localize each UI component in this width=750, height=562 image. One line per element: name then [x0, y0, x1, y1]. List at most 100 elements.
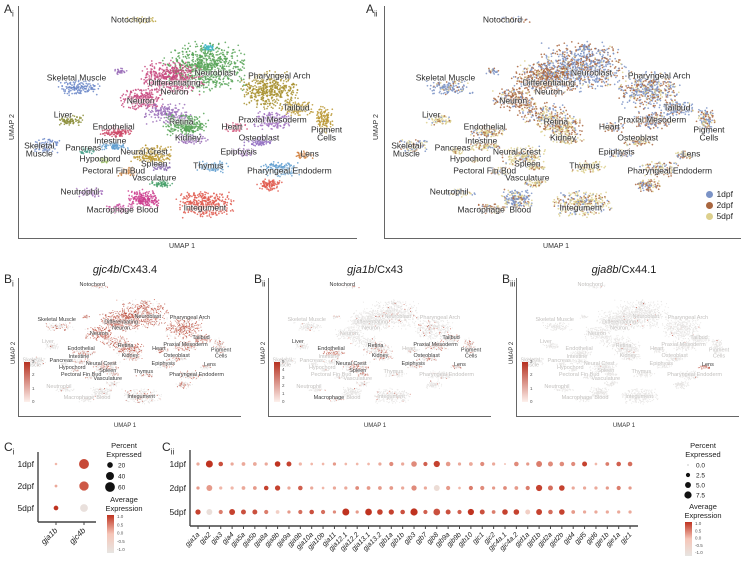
cluster-label: Intestine: [465, 135, 498, 146]
panel-aii: Aii UMAP 2 1dpf 2dpf 5dpf Notochord Skeleta…: [364, 0, 748, 260]
gene-label: gja1b: [39, 526, 60, 547]
dot: [411, 461, 417, 467]
dot: [332, 510, 337, 514]
cluster-label: Osteoblast: [617, 132, 659, 143]
cluster-label: Skeletal Muscle: [37, 316, 76, 323]
panel-tag-ai: Ai: [4, 2, 14, 19]
cluster-label: Blood: [96, 395, 111, 402]
cluster-label: Neuron: [499, 95, 528, 106]
cluster-label: Pectoral Fin Bud: [558, 372, 600, 379]
cluster-label: Neuroblast: [632, 314, 660, 321]
cluster-label: Spleen: [349, 368, 367, 375]
dot: [433, 485, 440, 491]
cluster-label: Macrophage: [561, 395, 593, 402]
dot: [433, 460, 440, 468]
stage-legend: 1dpf 2dpf 5dpf: [706, 188, 733, 222]
cluster-label: Heart: [221, 121, 243, 132]
cluster-label: Kidney: [175, 132, 201, 143]
cluster-label: Endothelial: [565, 345, 593, 352]
colorbar-tick: 4: [282, 366, 285, 372]
stage-dot-icon: [706, 212, 714, 220]
cluster-label: Differentiating Neuron: [354, 319, 389, 332]
dot: [423, 486, 428, 490]
dot: [320, 509, 326, 515]
cluster-label: Epiphysis: [401, 361, 426, 368]
cluster-label: Pancreas: [547, 358, 571, 365]
dot: [616, 461, 621, 467]
dot: [536, 461, 543, 467]
dot: [206, 485, 213, 491]
panel-cii: Cii 1dpf 2dpf 5dpf gja1a gja2 gja3 gja4 gja5a gj…: [160, 438, 750, 562]
cluster-label: Endothelial: [67, 345, 95, 352]
stage-dot-icon: [706, 201, 714, 209]
panel-bii: gja1b/Cx43 Bii UMAP 2 5 4 3 2 1 0 Notochord Sk…: [252, 264, 498, 438]
dot: [617, 510, 621, 514]
colorbar-tick: 3: [530, 358, 533, 364]
colorbar-tick: 3: [282, 374, 285, 380]
avg-expression-colorbar: [107, 515, 114, 553]
panel-biii: gja8b/Cx44.1 Biii UMAP 2 3 2 1 0 Notochord S…: [500, 264, 748, 438]
cluster-label: Blood: [594, 395, 609, 402]
avg-colorbar-tick: -1.0: [695, 550, 703, 555]
dot: [309, 509, 314, 515]
dot: [54, 462, 58, 466]
cluster-label: Spleen: [99, 368, 117, 375]
dot: [457, 462, 462, 466]
cluster-label: Praxial Mesoderm: [238, 114, 307, 125]
dot: [571, 486, 575, 490]
dot: [321, 462, 325, 466]
cluster-label: Differentiating Neuron: [522, 77, 575, 97]
dot: [263, 485, 269, 491]
dot: [274, 485, 281, 491]
dot: [480, 461, 485, 467]
cluster-label: Heart: [152, 345, 166, 352]
umap-points-canvas: [269, 278, 492, 417]
dot: [548, 485, 553, 491]
dot: [479, 509, 485, 515]
dot: [559, 509, 565, 515]
panel-tag-ci: Ci: [4, 440, 15, 457]
dot: [298, 509, 303, 515]
avg-colorbar-tick: 1.0: [117, 514, 124, 519]
dot: [230, 486, 234, 490]
dot: [582, 486, 587, 490]
cluster-label: Tailbud: [282, 102, 310, 113]
dot: [559, 485, 565, 491]
cluster-label: Pancreas: [65, 142, 102, 153]
cluster-label: Hypochord: [79, 153, 121, 164]
dot: [377, 509, 383, 515]
x-axis-label: UMAP 1: [612, 423, 636, 429]
y-axis-label: UMAP 2: [11, 341, 17, 364]
legend-size-dot: [106, 472, 114, 480]
cluster-label: Tailbud: [690, 334, 708, 341]
dot: [355, 510, 359, 514]
legend-percent-title: Percent: [111, 441, 138, 450]
stage-label: 1dpf: [716, 189, 733, 199]
avg-colorbar-tick: 0.5: [117, 522, 124, 527]
dot: [53, 505, 59, 511]
cluster-label: Pigment Cells: [693, 123, 725, 143]
cluster-label: Pectoral Fin Bud: [310, 372, 352, 379]
gene-label: gjc4b: [68, 526, 88, 546]
row-label: 2dpf: [17, 481, 34, 491]
cluster-label: Epiphysis: [649, 361, 674, 368]
dot: [218, 509, 223, 515]
cluster-label: Hypochord: [58, 365, 86, 372]
dot: [514, 486, 519, 490]
legend-size-dot: [685, 472, 691, 478]
colorbar-tick: 2: [32, 372, 35, 378]
dot: [252, 462, 257, 466]
avg-colorbar-tick: -1.0: [117, 547, 125, 552]
dot: [218, 461, 224, 467]
dot: [445, 461, 451, 467]
dot: [332, 486, 337, 490]
dot: [582, 510, 587, 514]
cluster-label: Thymus: [383, 369, 404, 376]
cluster-label: Intestine: [94, 135, 127, 146]
dot: [355, 462, 359, 466]
dot: [196, 462, 200, 466]
cluster-label: Retina: [367, 343, 384, 350]
cluster-label: Neural Crest: [492, 146, 541, 157]
dot: [241, 486, 246, 490]
dot: [594, 486, 598, 490]
